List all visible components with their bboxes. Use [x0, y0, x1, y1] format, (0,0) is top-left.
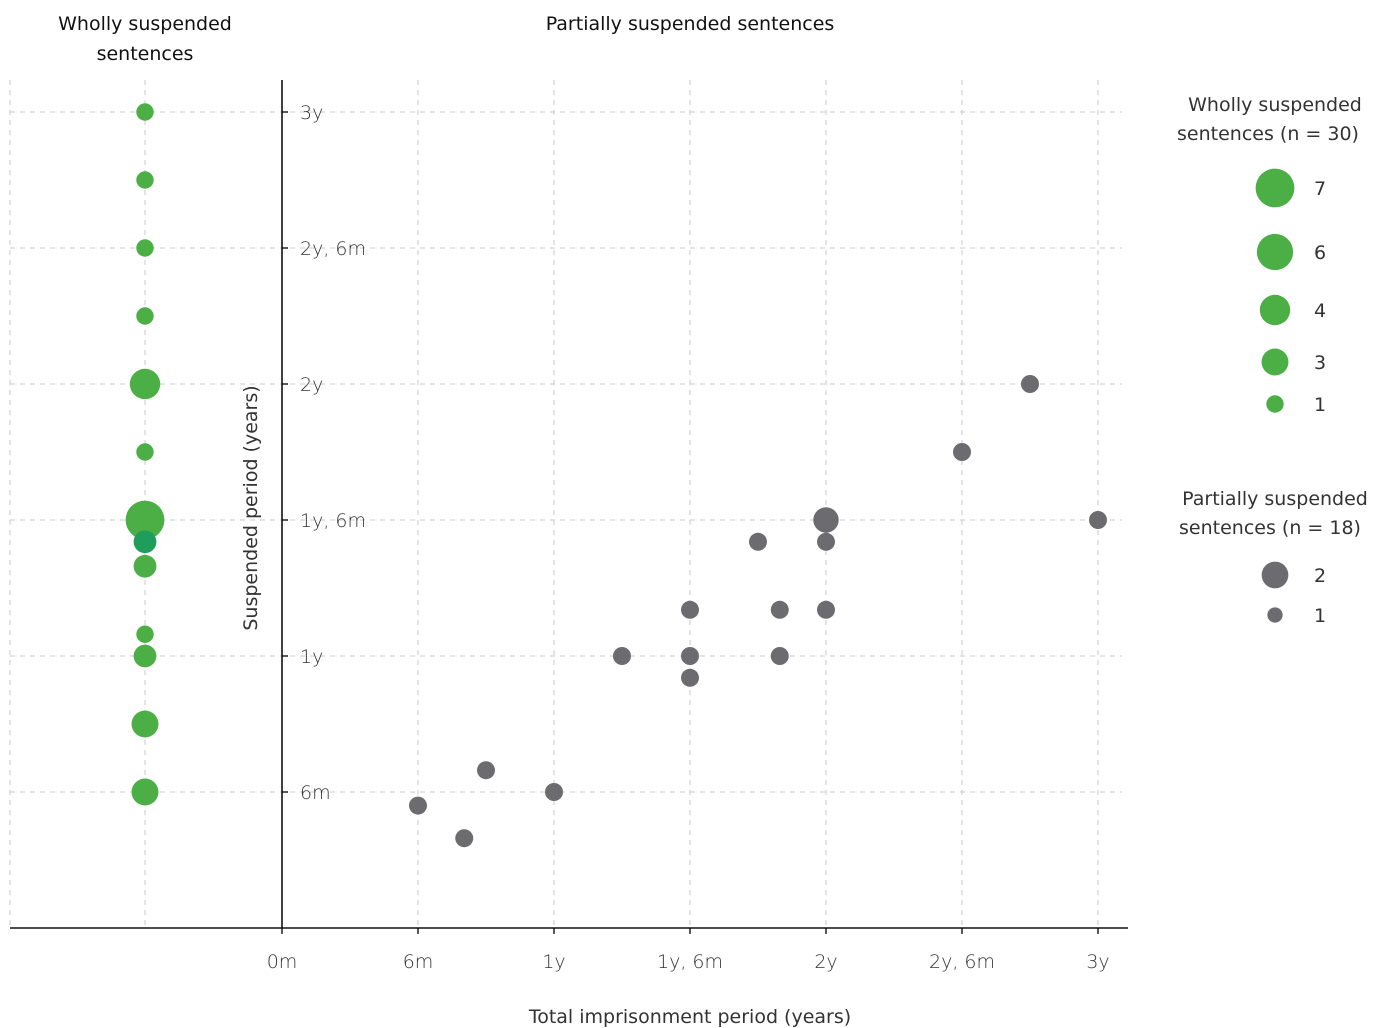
y-tick-label: 2y: [300, 374, 323, 396]
partial-point: [613, 647, 631, 665]
partial-point: [455, 829, 474, 848]
wholly-point: [136, 171, 154, 189]
x-axis-title: Total imprisonment period (years): [528, 1006, 851, 1028]
legend-wholly-swatch: [1261, 348, 1289, 376]
partial-point: [1021, 375, 1039, 393]
gridlines: [9, 80, 1122, 928]
legend-wholly-swatch: [1256, 233, 1294, 271]
partial-point: [817, 600, 835, 619]
x-tick-label: 6m: [403, 951, 434, 973]
partial-point: [1089, 511, 1107, 529]
partial-point: [813, 507, 839, 533]
partial-point: [681, 647, 699, 665]
x-tick-label: 3y: [1086, 951, 1109, 973]
wholly-point: [136, 239, 154, 257]
legend-partial-label: 2: [1314, 565, 1326, 587]
legend-wholly-label: 1: [1314, 394, 1326, 416]
legend-wholly-title-line-1: Wholly suspended: [1188, 94, 1362, 116]
legend: Wholly suspended sentences (n = 30) 7 6 4 3 1 P…: [1177, 94, 1368, 627]
legend-wholly-title-line-2: sentences (n = 30): [1177, 123, 1359, 145]
legend-partial-title-line-1: Partially suspended: [1182, 488, 1368, 510]
y-tick-label: 1y: [300, 646, 323, 668]
wholly-point: [136, 103, 154, 121]
partial-point: [749, 532, 767, 551]
partial-point: [681, 600, 699, 619]
wholly-point: [136, 307, 154, 325]
x-tick-label: 0m: [267, 951, 298, 973]
wholly-point: [133, 554, 157, 578]
legend-partial-swatch: [1261, 561, 1289, 589]
wholly-point: [133, 644, 157, 668]
legend-partial-swatch: [1267, 607, 1283, 623]
y-axis-title: Suspended period (years): [240, 385, 262, 630]
y-tick-label: 3y: [300, 102, 323, 124]
labels: 0m 6m 1y 1y, 6m 2y 2y, 6m 3y 3y 2y, 6m 2y 1y, 6m 1y…: [58, 13, 1110, 1028]
legend-wholly-swatch: [1255, 168, 1295, 208]
partial-point: [770, 600, 789, 619]
y-tick-label: 1y, 6m: [300, 510, 366, 532]
legend-wholly-label: 6: [1314, 242, 1326, 264]
wholly-point: [136, 625, 154, 643]
y-tick-label: 2y, 6m: [300, 238, 366, 260]
partial-point: [681, 668, 699, 687]
legend-partial-title-line-2: sentences (n = 18): [1179, 517, 1361, 539]
wholly-panel-title-line-2: sentences: [97, 43, 194, 65]
partial-point: [953, 443, 971, 461]
partial-point: [545, 783, 563, 801]
x-tick-label: 1y, 6m: [657, 951, 723, 973]
wholly-point: [131, 710, 159, 738]
x-tick-label: 2y, 6m: [929, 951, 995, 973]
wholly-point: [125, 500, 165, 540]
wholly-point: [133, 530, 157, 554]
x-tick-label: 2y: [814, 951, 837, 973]
legend-wholly-label: 3: [1314, 352, 1326, 374]
partial-point: [477, 761, 495, 780]
y-tick-label: 6m: [300, 782, 331, 804]
legend-wholly-label: 7: [1314, 178, 1326, 200]
wholly-point: [136, 443, 154, 461]
legend-wholly-swatch: [1266, 395, 1284, 413]
legend-partial-label: 1: [1314, 605, 1326, 627]
x-tick-label: 1y: [542, 951, 565, 973]
wholly-point: [131, 778, 159, 806]
legend-wholly-label: 4: [1314, 300, 1326, 322]
data-points: [125, 103, 1107, 848]
wholly-panel-title-line-1: Wholly suspended: [58, 13, 232, 35]
legend-wholly-swatch: [1259, 294, 1291, 326]
wholly-point: [129, 368, 161, 400]
partial-point: [409, 796, 427, 815]
partial-panel-title: Partially suspended sentences: [546, 13, 835, 35]
partial-point: [817, 532, 835, 551]
axes: [10, 80, 1128, 934]
partial-point: [770, 647, 789, 665]
